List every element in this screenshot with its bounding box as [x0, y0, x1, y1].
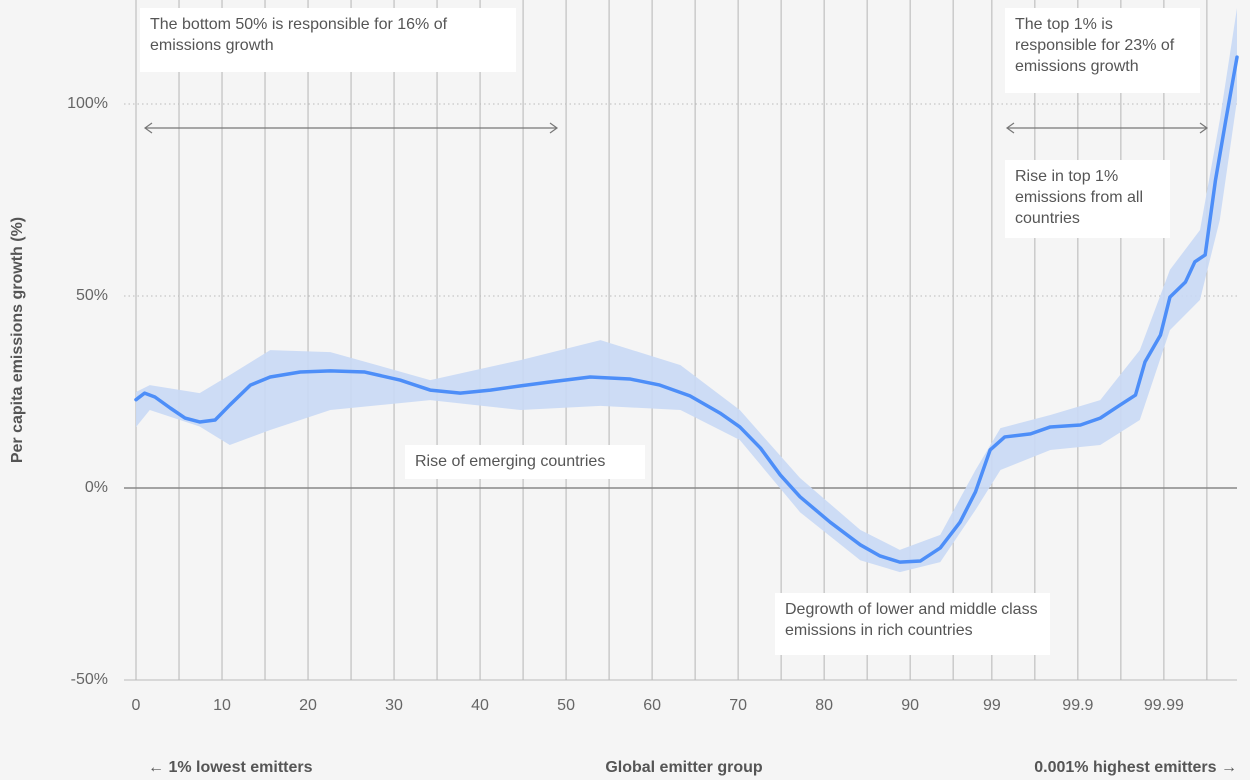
x-tick-label: 99.99	[1144, 697, 1184, 714]
annotation-arrows	[143, 122, 1209, 134]
grid	[124, 0, 1237, 681]
y-tick-label: 100%	[67, 95, 108, 112]
x-axis-title: Global emitter group	[605, 759, 763, 776]
annotation: The top 1% is responsible for 23% of emi…	[1005, 8, 1200, 93]
x-tick-label: 30	[385, 697, 403, 714]
x-axis-left-note: ← 1% lowest emitters	[148, 759, 313, 776]
marks	[134, 8, 1239, 573]
x-tick-label: 90	[901, 697, 919, 714]
x-tick-label: 99	[983, 697, 1001, 714]
x-tick-label: 20	[299, 697, 317, 714]
annotation: The bottom 50% is responsible for 16% of…	[140, 8, 516, 72]
x-tick-label: 80	[815, 697, 833, 714]
x-tick-label: 10	[213, 697, 231, 714]
y-tick-label: 0%	[85, 479, 108, 496]
x-axis-right-note: 0.001% highest emitters →	[1034, 759, 1237, 776]
y-tick-label: 50%	[76, 287, 108, 304]
x-tick-label: 0	[132, 697, 141, 714]
arrow-head	[549, 122, 559, 134]
arrow-head	[143, 122, 153, 134]
x-tick-label: 50	[557, 697, 575, 714]
y-axis-title: Per capita emissions growth (%)	[9, 217, 26, 463]
y-tick-label: -50%	[71, 671, 108, 688]
annotation: Rise of emerging countries	[405, 445, 645, 479]
x-tick-label: 99.9	[1062, 697, 1093, 714]
annotation: Degrowth of lower and middle class emiss…	[775, 593, 1050, 655]
arrow-head	[1199, 122, 1209, 134]
x-tick-label: 70	[729, 697, 747, 714]
line	[134, 55, 1239, 564]
arrow-head	[1005, 122, 1015, 134]
x-tick-label: 40	[471, 697, 489, 714]
x-tick-label: 60	[643, 697, 661, 714]
annotation: Rise in top 1% emissions from all countr…	[1005, 160, 1170, 238]
